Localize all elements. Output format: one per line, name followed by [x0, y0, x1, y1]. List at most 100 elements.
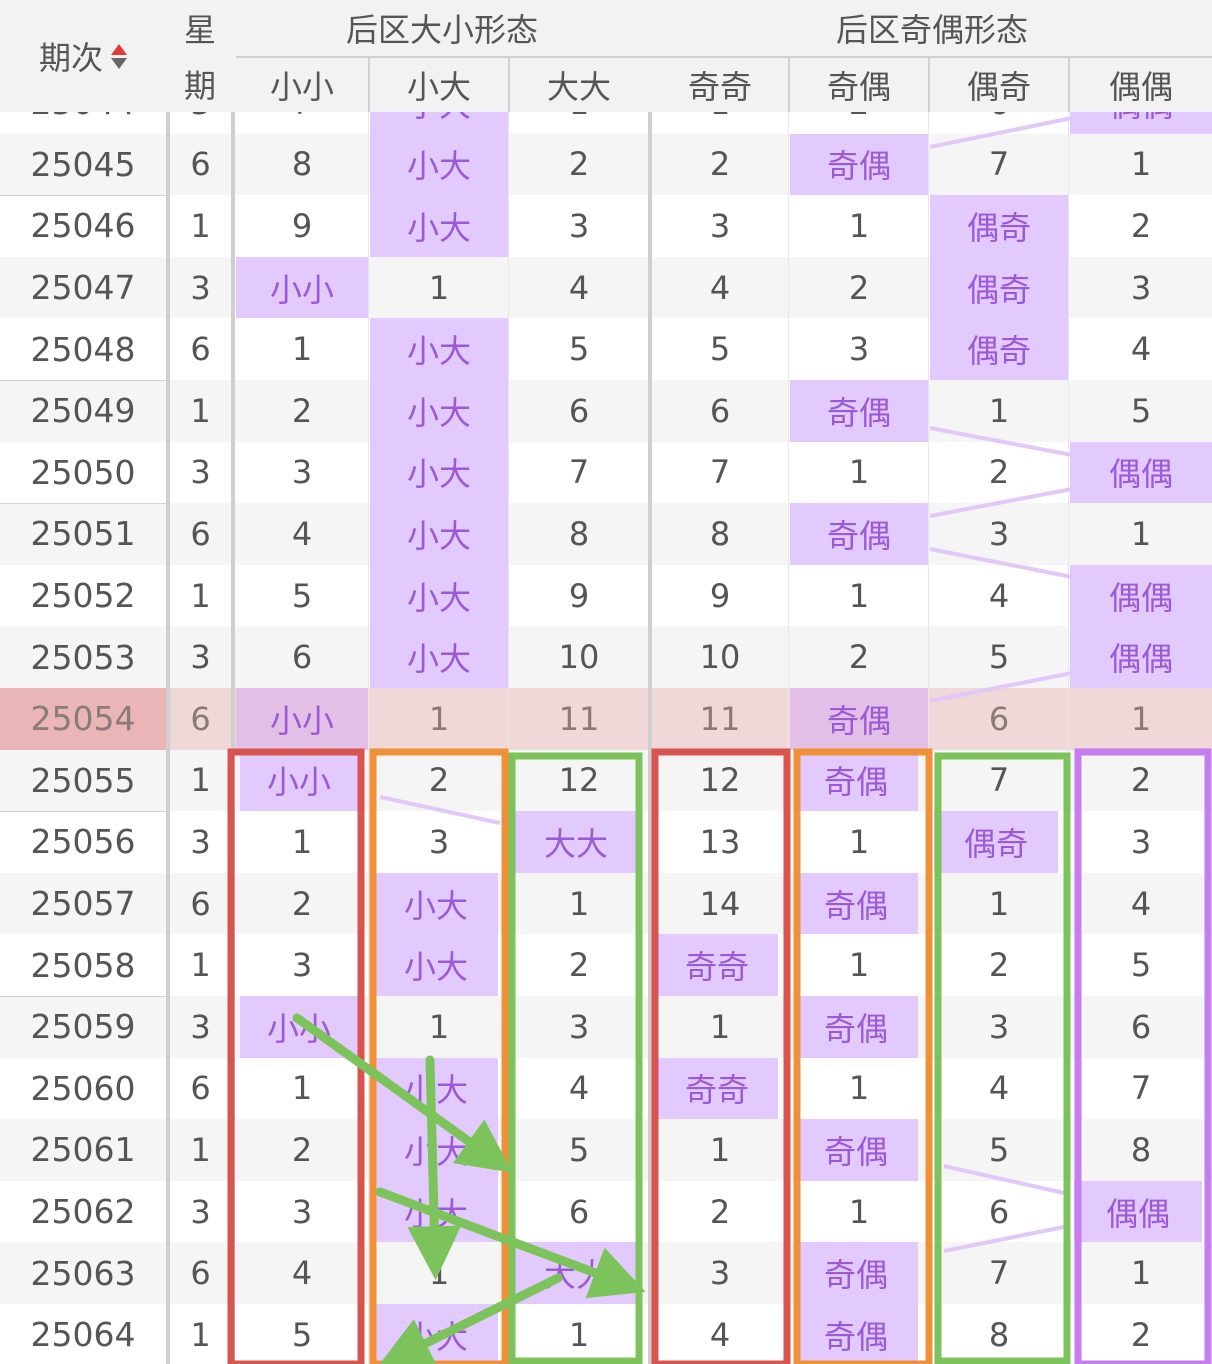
table-row[interactable]: 25047 3 小小 1 4 4 2 偶奇 3	[0, 256, 1212, 319]
cell-xiaoda: 1	[428, 1254, 450, 1293]
cell-jiou: 1	[848, 576, 870, 615]
cell-ouji: 2	[988, 453, 1010, 492]
cell-ouou: 偶偶	[1070, 112, 1212, 134]
cell-jiou: 奇偶	[794, 872, 918, 935]
cell-jiji: 8	[709, 514, 731, 553]
issue-cell: 25064	[30, 1315, 136, 1355]
table-row[interactable]: 25058 1 3 小大 2 奇奇 1 2 5	[0, 934, 1212, 996]
cell-ouji: 3	[988, 514, 1010, 553]
table-row[interactable]: 25064 1 5 小大 1 4 奇偶 8 2	[0, 1304, 1212, 1364]
issue-cell: 25045	[30, 144, 136, 184]
cell-jiou: 奇偶	[794, 1119, 918, 1181]
group-header-parity: 后区奇偶形态	[835, 11, 1028, 49]
sort-icon[interactable]	[111, 43, 127, 69]
cell-jiji: 7	[709, 453, 731, 492]
cell-xiaoxiao: 小小	[236, 688, 368, 750]
table-row[interactable]: 25050 3 3 小大 7 7 1 2 偶偶	[0, 441, 1212, 504]
table-row[interactable]: 25052 1 5 小大 9 9 1 4 偶偶	[0, 564, 1212, 627]
cell-xiaoxiao: 7	[236, 112, 368, 134]
issue-cell: 25061	[30, 1130, 136, 1170]
cell-ouou: 2	[1130, 761, 1152, 800]
cell-xiaoxiao: 2	[291, 884, 313, 923]
cell-ouji: 1	[988, 391, 1010, 430]
cell-dada: 11	[558, 699, 600, 738]
cell-jiou: 奇偶	[794, 996, 918, 1058]
table-row[interactable]: 25055 1 小小 2 12 12 奇偶 7 2	[0, 749, 1212, 812]
cell-dada: 1	[568, 884, 590, 923]
col-header-dada: 大大	[546, 68, 611, 106]
table-row[interactable]: 25057 6 2 小大 1 14 奇偶 1 4	[0, 872, 1212, 935]
table-body: 2504437小大1126偶偶2504568小大22奇偶712504619小大3…	[0, 112, 1212, 1364]
cell-jiou: 1	[848, 453, 870, 492]
week-cell: 6	[190, 1069, 211, 1108]
cell-dada: 8	[568, 514, 590, 553]
cell-ouou: 5	[1130, 946, 1152, 985]
table-row[interactable]: 25061 1 2 小大 5 1 奇偶 5 8	[0, 1119, 1212, 1181]
issue-cell: 25047	[30, 268, 136, 308]
issue-cell: 25049	[30, 391, 136, 431]
cell-ouji: 偶奇	[930, 195, 1068, 257]
table-row[interactable]: 25060 6 1 小大 4 奇奇 1 4 7	[0, 1057, 1212, 1120]
cell-ouji: 偶奇	[930, 256, 1068, 319]
cell-dada: 6	[568, 1192, 590, 1231]
cell-ouji: 5	[988, 638, 1010, 677]
cell-jiji: 1	[709, 1130, 731, 1169]
cell-jiji: 10	[699, 638, 741, 677]
issue-cell: 25048	[30, 329, 136, 369]
issue-cell: 25063	[30, 1253, 136, 1293]
cell-ouou: 1	[1130, 699, 1152, 738]
week-cell: 3	[170, 112, 231, 134]
cell-ouji: 7	[988, 761, 1010, 800]
cell-jiou: 1	[848, 1069, 870, 1108]
cell-jiou: 2	[790, 112, 928, 134]
table-row[interactable]: 25046 1 9 小大 3 3 1 偶奇 2	[0, 195, 1212, 257]
cell-xiaoxiao: 小小	[240, 996, 358, 1058]
cell-xiaoxiao: 5	[291, 576, 313, 615]
cell-ouji: 3	[988, 1007, 1010, 1046]
issue-cell: 25051	[30, 514, 136, 554]
cell-jiou: 奇偶	[794, 749, 918, 812]
week-cell: 1	[190, 391, 211, 430]
week-header-top: 星	[183, 11, 216, 49]
table-row[interactable]: 25049 1 2 小大 6 6 奇偶 1 5	[0, 380, 1212, 442]
cell-xiaoxiao: 8	[291, 145, 313, 184]
cell-jiou: 1	[848, 946, 870, 985]
cell-dada: 5	[568, 1130, 590, 1169]
table-row[interactable]: 25059 3 小小 1 3 1 奇偶 3 6	[0, 996, 1212, 1058]
table-row[interactable]: 25063 6 4 1 大大 3 奇偶 7 1	[0, 1242, 1212, 1304]
issue-cell: 25053	[30, 637, 136, 677]
cell-xiaoda: 2	[428, 761, 450, 800]
cell-dada: 5	[568, 330, 590, 369]
table-row[interactable]: 25048 6 1 小大 5 5 3 偶奇 4	[0, 318, 1212, 380]
issue-column-header[interactable]: 期次	[0, 0, 166, 112]
table-row[interactable]: 2504437小大1126偶偶	[0, 112, 1212, 134]
week-cell: 3	[190, 1007, 211, 1046]
cell-dada: 10	[558, 638, 600, 677]
cell-ouji: 6	[930, 112, 1068, 134]
table-row[interactable]: 25056 3 1 3 大大 13 1 偶奇 3	[0, 811, 1212, 873]
week-cell: 1	[190, 576, 211, 615]
cell-jiou: 3	[848, 330, 870, 369]
cell-xiaoxiao: 小小	[240, 749, 358, 812]
table-row[interactable]: 25054 6 小小 1 11 11 奇偶 6 1	[0, 688, 1212, 750]
cell-dada: 大大	[514, 1242, 638, 1304]
week-header-bottom: 期	[183, 67, 216, 105]
cell-xiaoda: 小大	[374, 1180, 498, 1243]
cell-xiaoxiao: 4	[291, 1254, 313, 1293]
cell-ouou: 偶偶	[1074, 1180, 1202, 1243]
cell-jiji: 奇奇	[656, 1057, 778, 1120]
cell-dada: 大大	[514, 811, 638, 873]
week-cell: 1	[190, 1315, 211, 1354]
cell-jiou: 1	[848, 206, 870, 245]
table-row[interactable]: 25045 6 8 小大 2 2 奇偶 7 1	[0, 133, 1212, 196]
cell-xiaoda: 小大	[374, 872, 498, 935]
cell-dada: 9	[568, 576, 590, 615]
cell-ouou: 1	[1130, 145, 1152, 184]
table-row[interactable]: 25053 3 6 小大 10 10 2 5 偶偶	[0, 626, 1212, 688]
issue-cell: 25054	[0, 688, 166, 750]
cell-ouou: 2	[1130, 206, 1152, 245]
cell-xiaoda: 1	[428, 1007, 450, 1046]
table-row[interactable]: 25051 6 4 小大 8 8 奇偶 3 1	[0, 503, 1212, 565]
table-row[interactable]: 25062 3 3 小大 6 2 1 6 偶偶	[0, 1180, 1212, 1243]
cell-jiji: 奇奇	[656, 934, 778, 996]
